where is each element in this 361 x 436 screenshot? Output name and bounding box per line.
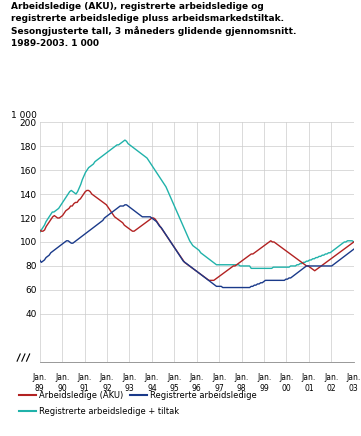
Text: Jan.: Jan.: [257, 373, 271, 382]
Text: 1 000: 1 000: [12, 111, 37, 119]
Text: Jan.: Jan.: [324, 373, 339, 382]
Text: 00: 00: [282, 384, 291, 393]
Text: 99: 99: [259, 384, 269, 393]
Text: 91: 91: [80, 384, 90, 393]
Text: 93: 93: [125, 384, 134, 393]
Text: Jan.: Jan.: [167, 373, 182, 382]
Text: 98: 98: [237, 384, 247, 393]
Text: 96: 96: [192, 384, 202, 393]
Text: Jan.: Jan.: [32, 373, 47, 382]
Text: 01: 01: [304, 384, 314, 393]
Text: Jan.: Jan.: [55, 373, 69, 382]
Text: 03: 03: [349, 384, 359, 393]
Text: Jan.: Jan.: [122, 373, 136, 382]
Text: 90: 90: [57, 384, 67, 393]
Text: Jan.: Jan.: [190, 373, 204, 382]
Text: Jan.: Jan.: [212, 373, 226, 382]
Text: 02: 02: [327, 384, 336, 393]
Text: Jan.: Jan.: [347, 373, 361, 382]
Text: 94: 94: [147, 384, 157, 393]
Text: Arbeidsledige (AKU), registrerte arbeidsledige og
registrerte arbeidsledige plus: Arbeidsledige (AKU), registrerte arbeids…: [11, 2, 296, 48]
Text: Jan.: Jan.: [100, 373, 114, 382]
Text: Jan.: Jan.: [279, 373, 293, 382]
Text: 92: 92: [102, 384, 112, 393]
Text: Jan.: Jan.: [302, 373, 316, 382]
Text: 89: 89: [35, 384, 44, 393]
Text: 97: 97: [214, 384, 224, 393]
Text: Jan.: Jan.: [145, 373, 159, 382]
Legend: Registrerte arbeidsledige + tiltak: Registrerte arbeidsledige + tiltak: [16, 403, 182, 419]
Text: 95: 95: [169, 384, 179, 393]
Text: Jan.: Jan.: [235, 373, 249, 382]
Text: Jan.: Jan.: [78, 373, 92, 382]
